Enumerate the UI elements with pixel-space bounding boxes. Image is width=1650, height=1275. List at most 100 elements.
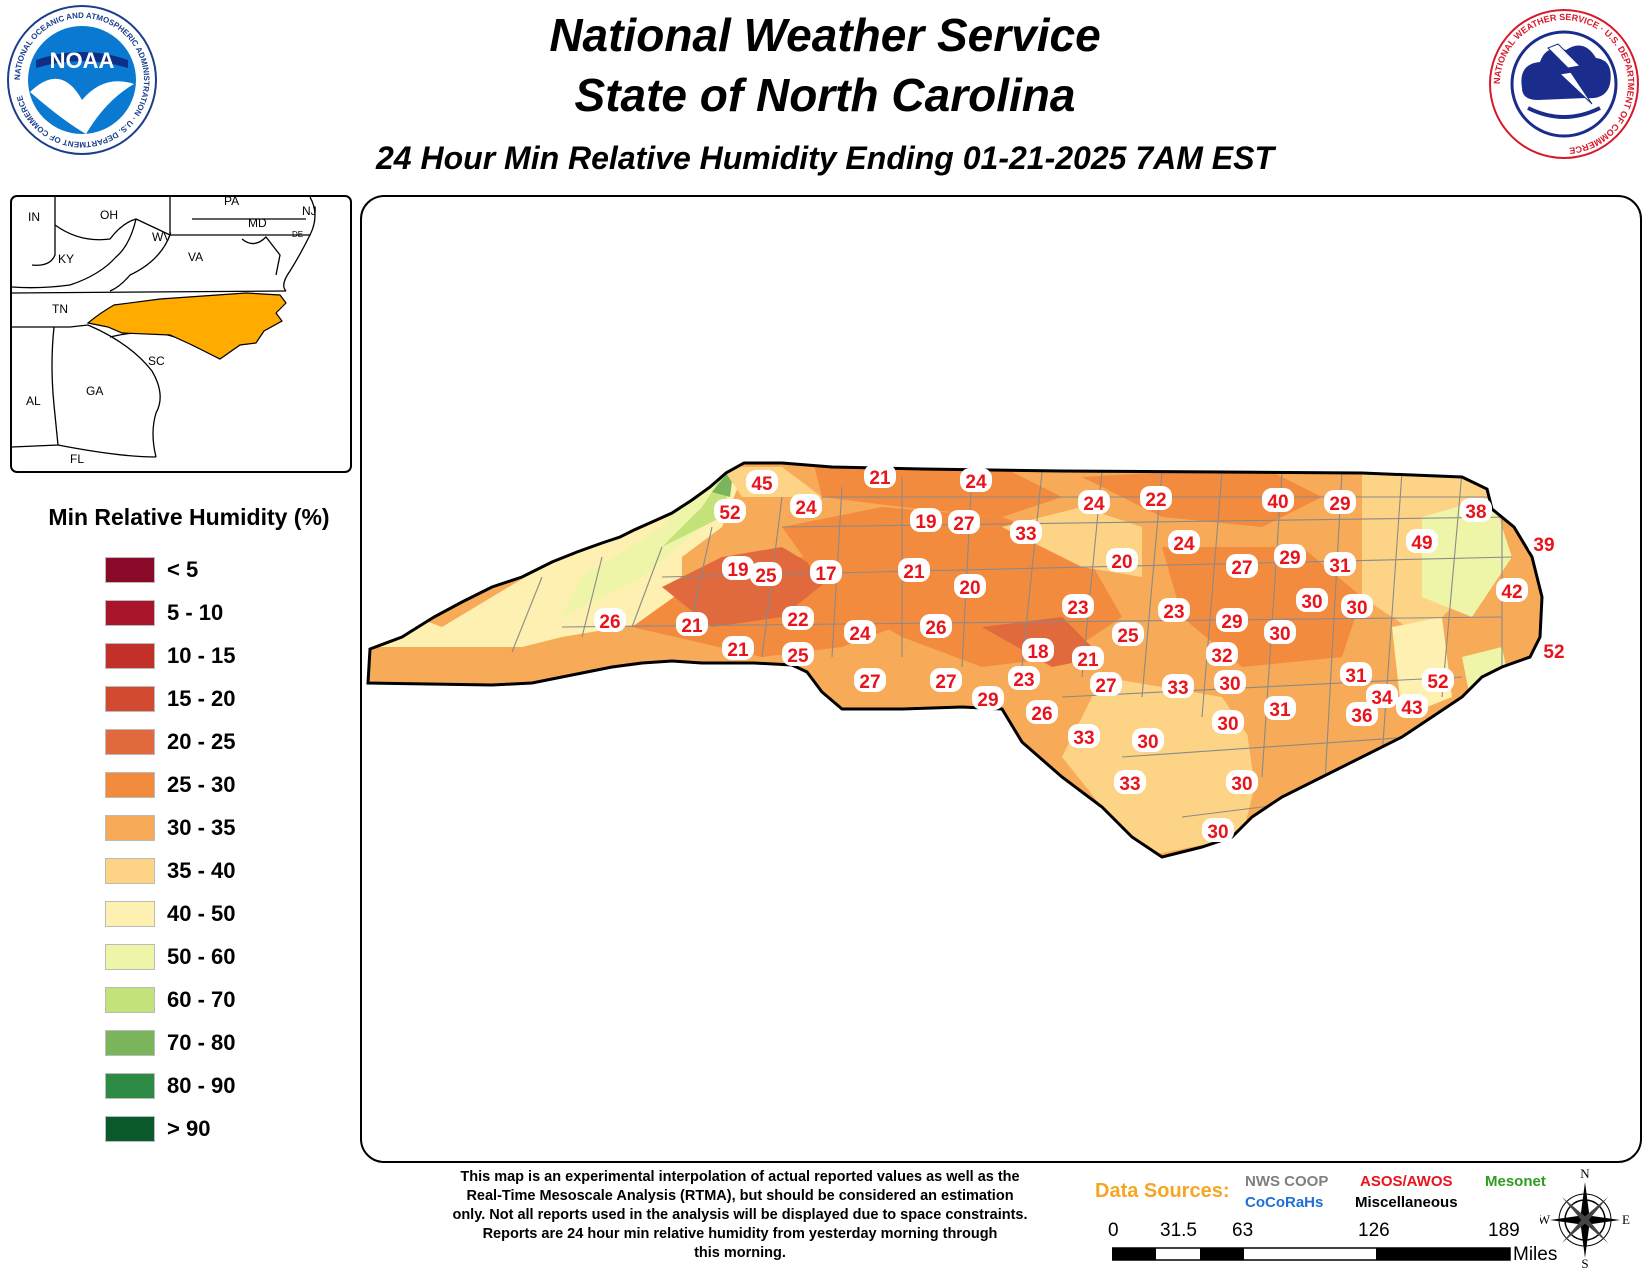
station-value: 25 <box>787 646 809 667</box>
station-value: 30 <box>1219 674 1240 695</box>
station-marker: 24 <box>790 494 822 519</box>
station-value: 30 <box>1301 592 1322 613</box>
station-value: 24 <box>1173 534 1195 555</box>
legend-label: < 5 <box>167 557 199 582</box>
station-value: 29 <box>977 690 998 711</box>
legend-swatch <box>105 1073 155 1099</box>
legend-swatch <box>105 944 155 970</box>
station-marker: 21 <box>864 464 896 489</box>
station-value: 25 <box>755 566 777 587</box>
map-title: 24 Hour Min Relative Humidity Ending 01-… <box>376 140 1274 176</box>
main-map-panel: 45 21 24 52 24 24 22 40 29 19 27 33 38 24 49 39 19 25 17 21… <box>360 195 1642 1163</box>
legend-item: 20 - 25 <box>105 727 236 757</box>
station-marker: 40 <box>1262 488 1294 513</box>
legend-title: Min Relative Humidity (%) <box>48 504 330 530</box>
inset-label-al: AL <box>26 394 41 408</box>
station-value: 27 <box>1095 676 1116 697</box>
station-marker: 22 <box>782 606 814 631</box>
station-value: 40 <box>1267 492 1288 513</box>
station-marker: 31 <box>1324 552 1356 577</box>
station-marker: 19 <box>722 556 754 581</box>
legend-label: 70 - 80 <box>167 1030 236 1055</box>
inset-label-in: IN <box>28 210 40 224</box>
inset-label-va: VA <box>188 250 203 264</box>
station-value: 20 <box>1111 552 1132 573</box>
legend-label: 10 - 15 <box>167 643 236 668</box>
station-marker: 34 <box>1366 684 1398 709</box>
station-marker: 27 <box>1090 672 1122 697</box>
station-marker: 18 <box>1022 638 1054 663</box>
station-value: 27 <box>859 672 880 693</box>
station-value: 34 <box>1371 688 1393 709</box>
station-value: 29 <box>1221 612 1242 633</box>
legend-swatch <box>105 643 155 669</box>
legend-label: 5 - 10 <box>167 600 224 625</box>
station-marker: 26 <box>1026 700 1058 725</box>
legend-label: 50 - 60 <box>167 944 236 969</box>
station-marker: 23 <box>1008 666 1040 691</box>
station-value: 33 <box>1015 524 1036 545</box>
station-marker: 24 <box>844 620 876 645</box>
station-marker: 19 <box>910 508 942 533</box>
source-asos-awos: ASOS/AWOS <box>1360 1173 1453 1190</box>
source-mesonet: Mesonet <box>1485 1173 1546 1190</box>
legend-label: 15 - 20 <box>167 686 236 711</box>
station-marker: 27 <box>854 668 886 693</box>
source-nws-coop: NWS COOP <box>1245 1173 1329 1190</box>
station-value: 45 <box>751 474 773 495</box>
disclaimer-line: Reports are 24 hour min relative humidit… <box>482 1226 998 1242</box>
station-marker: 25 <box>1112 622 1144 647</box>
station-value: 30 <box>1269 624 1290 645</box>
station-value: 23 <box>1163 602 1184 623</box>
station-value: 33 <box>1073 728 1094 749</box>
legend-swatch <box>105 987 155 1013</box>
source-miscellaneous: Miscellaneous <box>1355 1194 1458 1211</box>
scale-tick-0: 0 <box>1108 1220 1119 1241</box>
station-value: 17 <box>815 564 836 585</box>
noaa-logo: NOAA NATIONAL OCEANIC AND ATMOSPHERIC AD… <box>6 4 158 156</box>
station-marker: 29 <box>1324 490 1356 515</box>
station-value: 30 <box>1231 774 1252 795</box>
station-marker: 24 <box>1168 530 1200 555</box>
page-subtitle-state: State of North Carolina <box>574 69 1076 121</box>
station-marker: 29 <box>1274 544 1306 569</box>
station-marker: 25 <box>782 642 814 667</box>
compass-w: W <box>1540 1212 1551 1227</box>
station-marker: 20 <box>1106 548 1138 573</box>
station-value: 22 <box>1145 490 1166 511</box>
station-marker: 21 <box>1072 646 1104 671</box>
legend-label: 20 - 25 <box>167 729 236 754</box>
station-marker: 45 <box>746 470 778 495</box>
legend-swatch <box>105 557 155 583</box>
station-marker: 29 <box>972 686 1004 711</box>
station-value: 25 <box>1117 626 1139 647</box>
station-value: 30 <box>1346 598 1367 619</box>
station-marker: 38 <box>1460 498 1492 523</box>
station-value: 21 <box>903 562 925 583</box>
scale-tick-126: 126 <box>1358 1220 1390 1241</box>
station-value: 33 <box>1119 774 1140 795</box>
station-marker: 21 <box>676 612 708 637</box>
station-marker: 30 <box>1132 728 1164 753</box>
compass-rose-icon: N S E W <box>1538 1166 1630 1273</box>
station-marker: 21 <box>898 558 930 583</box>
compass-e: E <box>1622 1212 1630 1227</box>
station-value: 24 <box>795 498 817 519</box>
legend-item: 35 - 40 <box>105 856 236 886</box>
station-value: 26 <box>1031 704 1052 725</box>
disclaimer-line: this morning. <box>694 1245 786 1261</box>
scale-unit: Miles <box>1513 1244 1558 1265</box>
station-marker: 17 <box>810 560 842 585</box>
station-marker: 52 <box>714 499 746 524</box>
station-value: 27 <box>1231 558 1252 579</box>
station-value: 21 <box>1077 650 1099 671</box>
station-marker: 42 <box>1496 578 1528 603</box>
compass-n: N <box>1580 1168 1590 1181</box>
legend-label: 30 - 35 <box>167 815 236 840</box>
legend-item: < 5 <box>105 555 198 585</box>
inset-label-de: DE <box>292 230 303 239</box>
nws-logo: NATIONAL WEATHER SERVICE · U.S. DEPARTME… <box>1488 8 1640 160</box>
station-marker: 31 <box>1340 662 1372 687</box>
station-marker: 52 <box>1422 668 1454 693</box>
station-value: 18 <box>1027 642 1048 663</box>
